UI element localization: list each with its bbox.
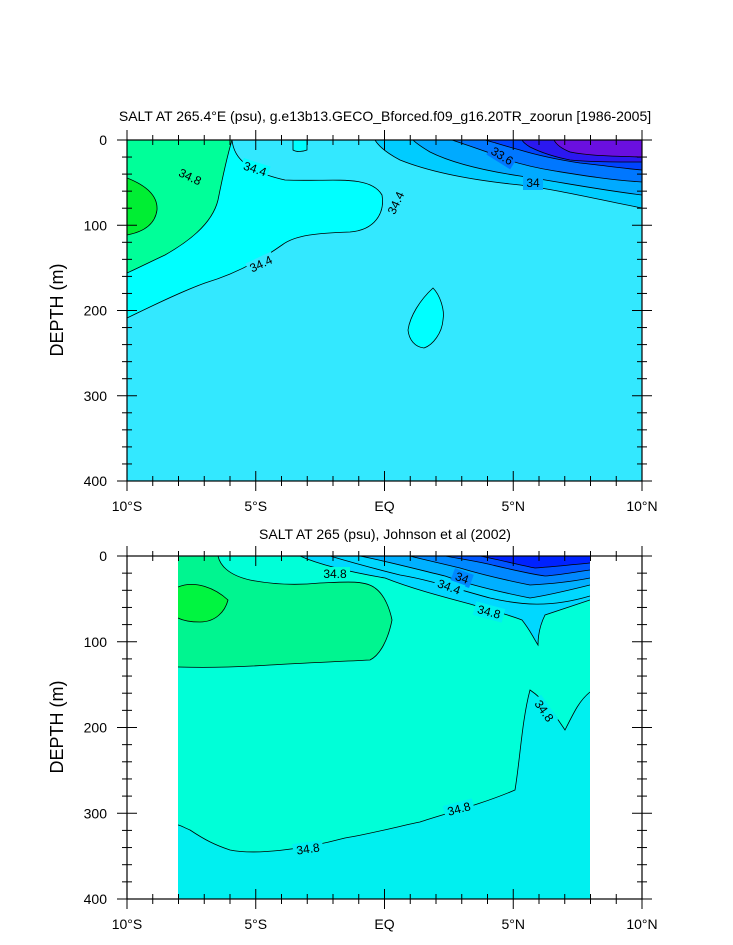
panel-observed: SALT AT 265 (psu), Johnson et al (2002): [47, 526, 658, 932]
y-tick-label: 400: [84, 473, 108, 489]
fill-35-0: [127, 178, 158, 235]
y-tick-label: 400: [84, 891, 108, 907]
contour-lines-1: [127, 140, 642, 349]
fill-34-8: [127, 140, 232, 273]
plot-area-1: [127, 140, 642, 481]
contour-label: 34.8: [476, 602, 502, 622]
x-tick-label: 5°N: [502, 916, 526, 932]
contour-label: 34.8: [323, 567, 347, 581]
contour-label: 34: [526, 176, 540, 190]
y-tick-label: 300: [84, 805, 108, 821]
contour-label: 34: [453, 569, 471, 587]
x-tick-label: 10°N: [626, 916, 657, 932]
x-tick-label: 5°S: [244, 916, 267, 932]
axis-ticks-1: 10°S 5°S EQ 5°N 10°N 0 100 200 300 400: [84, 130, 658, 514]
fill-35-2: [178, 584, 228, 622]
x-tick-label: 10°S: [112, 498, 143, 514]
y-tick-label: 0: [99, 132, 107, 148]
y-tick-label: 200: [84, 720, 108, 736]
y-axis-label-2: DEPTH (m): [47, 681, 67, 774]
x-tick-label: 5°N: [502, 498, 526, 514]
contour-label: 34.4: [242, 159, 269, 180]
contour-label: 34.8: [295, 840, 320, 857]
y-tick-label: 0: [99, 548, 107, 564]
y-tick-label: 100: [84, 634, 108, 650]
contour-label: 34.8: [446, 799, 472, 819]
x-tick-label: EQ: [374, 498, 394, 514]
fill-33-6: [480, 556, 590, 568]
y-tick-label: 100: [84, 217, 108, 233]
contour-lines-2: [178, 556, 590, 853]
y-tick-label: 300: [84, 388, 108, 404]
panel-model: SALT AT 265.4°E (psu), g.e13b13.GECO_Bfo…: [47, 108, 658, 514]
x-tick-label: 10°S: [112, 916, 143, 932]
y-tick-label: 200: [84, 303, 108, 319]
y-axis-label-1: DEPTH (m): [47, 264, 67, 357]
x-tick-label: EQ: [374, 916, 394, 932]
x-tick-label: 10°N: [626, 498, 657, 514]
x-tick-label: 5°S: [244, 498, 267, 514]
plot-area-2: [178, 556, 590, 899]
panel-2-title: SALT AT 265 (psu), Johnson et al (2002): [259, 526, 511, 542]
fill-35-0: [178, 556, 392, 668]
fill-34-6-bubble: [408, 288, 444, 348]
panel-1-title: SALT AT 265.4°E (psu), g.e13b13.GECO_Bfo…: [119, 108, 651, 124]
fill-34-6-bump: [293, 140, 307, 152]
axis-ticks-2: 10°S 5°S EQ 5°N 10°N 0 100 200 300 400: [84, 546, 658, 932]
